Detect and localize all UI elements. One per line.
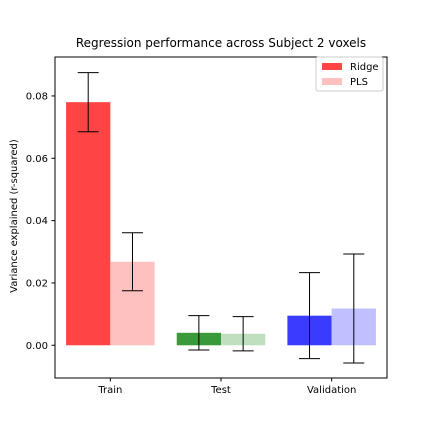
chart-title: Regression performance across Subject 2 … [76,36,366,50]
y-tick-label: 0.04 [26,216,48,227]
x-tick-label: Validation [307,385,356,396]
bar-ridge-train [66,102,111,346]
x-tick-label: Train [97,385,122,396]
legend: Ridge PLS [315,56,384,92]
y-tick-label: 0.06 [26,154,48,165]
legend-swatch-ridge [322,63,342,70]
y-tick-label: 0.02 [26,278,48,289]
legend-swatch-pls [322,78,342,85]
legend-label-ridge: Ridge [350,62,379,73]
y-axis-label: Variance explained (r-squared) [9,139,20,293]
y-tick-label: 0.00 [26,341,48,352]
x-tick-label: Test [210,385,231,396]
y-tick-label: 0.08 [26,91,48,102]
legend-label-pls: PLS [350,77,368,88]
plot-area: 0.00 0.02 0.04 0.06 0.08 Train Test Validation [26,56,388,396]
